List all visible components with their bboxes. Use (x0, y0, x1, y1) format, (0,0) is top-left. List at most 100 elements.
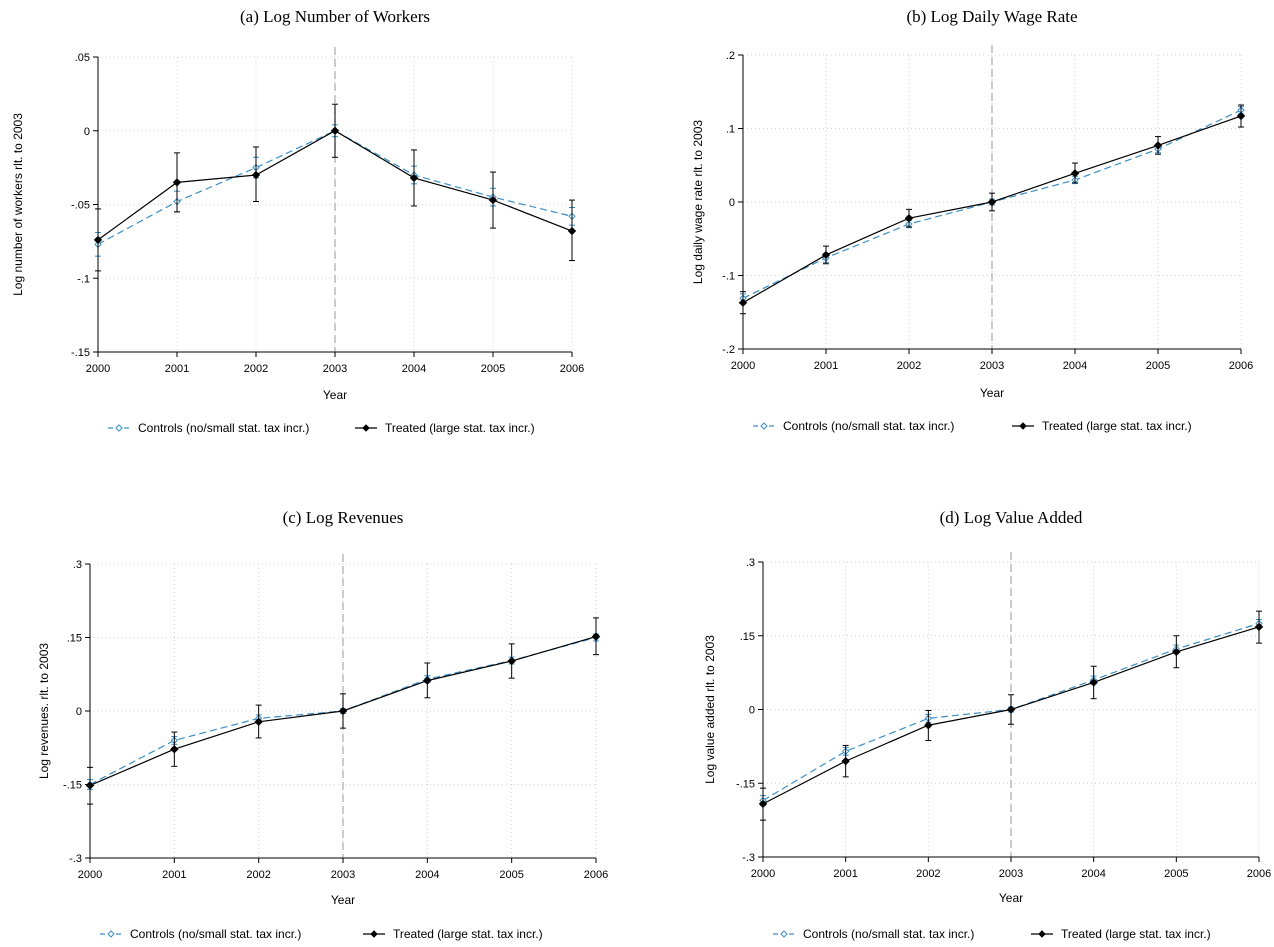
y-tick-label: .3 (73, 559, 82, 571)
x-tick-label: 2005 (1164, 868, 1188, 880)
x-tick-label: 2005 (499, 869, 523, 881)
y-tick-label: -.15 (71, 347, 90, 359)
legend-label: Controls (no/small stat. tax incr.) (138, 421, 309, 435)
series-treated (93, 103, 577, 272)
legend-label: Controls (no/small stat. tax incr.) (130, 927, 301, 941)
data-point (172, 178, 182, 187)
y-tick-label: .1 (726, 124, 735, 136)
legend-swatch-marker (362, 424, 370, 432)
x-tick-label: 2000 (86, 363, 110, 375)
data-point (1153, 141, 1163, 150)
y-axis-label: Log revenues. rlt. to 2003 (37, 643, 51, 779)
y-tick-label: -.1 (722, 271, 735, 283)
x-axis-label: Year (980, 386, 1004, 400)
y-tick-label: .2 (726, 50, 735, 62)
data-point (409, 173, 419, 183)
x-tick-label: 2006 (560, 363, 584, 375)
legend-swatch-marker (1038, 930, 1046, 938)
x-tick-label: 2003 (323, 363, 347, 375)
x-tick-label: 2006 (1229, 360, 1253, 372)
data-point (423, 676, 432, 685)
y-tick-label: -.15 (736, 778, 755, 790)
x-tick-label: 2003 (999, 868, 1023, 880)
x-tick-label: 2002 (916, 868, 940, 880)
data-point (567, 226, 577, 236)
data-point (488, 195, 498, 205)
chart-title: (d) Log Value Added (940, 508, 1083, 527)
data-point (85, 781, 95, 790)
legend-swatch-marker (107, 930, 115, 938)
y-tick-label: 0 (749, 705, 755, 717)
legend-label: Treated (large stat. tax incr.) (1061, 927, 1211, 941)
x-tick-label: 2001 (814, 360, 838, 372)
legend-label: Treated (large stat. tax incr.) (385, 421, 535, 435)
y-tick-label: -.15 (63, 780, 82, 792)
x-tick-label: 2006 (584, 869, 608, 881)
x-axis-label: Year (999, 891, 1023, 905)
data-point (93, 235, 103, 245)
panel-a-workers: (a) Log Number of Workers .05 0 -.05 -.1 -.15… (11, 7, 584, 435)
data-point (987, 197, 997, 207)
data-point (251, 170, 261, 180)
x-tick-label: 2002 (897, 360, 921, 372)
data-point (170, 745, 179, 754)
chart-title: (c) Log Revenues (283, 508, 404, 527)
data-point (1172, 647, 1181, 657)
legend: Controls (no/small stat. tax incr.) Treat… (753, 419, 1192, 433)
x-tick-label: 2002 (244, 363, 268, 375)
y-tick-label: .15 (67, 633, 82, 645)
legend: Controls (no/small stat. tax incr.) Treat… (773, 927, 1211, 941)
legend-label: Treated (large stat. tax incr.) (1042, 419, 1192, 433)
data-point (758, 799, 768, 809)
data-point (254, 717, 263, 726)
legend-swatch-marker (780, 930, 788, 938)
series-treated (758, 610, 1264, 821)
panel-b-wage-rate: (b) Log Daily Wage Rate .2 .1 0 -.1 -.2 2000 20… (691, 7, 1253, 433)
y-tick-label: .15 (740, 631, 755, 643)
x-tick-label: 2003 (331, 869, 355, 881)
x-tick-label: 2000 (78, 869, 102, 881)
y-tick-label: -.05 (71, 200, 90, 212)
y-tick-label: 0 (84, 126, 90, 138)
x-tick-label: 2005 (1146, 360, 1170, 372)
data-point (338, 706, 348, 716)
data-point (507, 656, 516, 666)
x-tick-label: 2002 (246, 869, 270, 881)
data-point (1254, 622, 1264, 632)
data-point (821, 250, 831, 260)
data-point (1236, 111, 1246, 121)
legend-swatch-marker (370, 930, 378, 938)
data-point (738, 298, 748, 307)
x-tick-label: 2004 (1063, 360, 1087, 372)
legend-swatch-marker (760, 422, 768, 430)
y-tick-label: -.3 (742, 852, 755, 864)
legend-swatch-marker (115, 424, 123, 432)
y-axis-label: Log daily wage rate rlt. to 2003 (691, 120, 705, 284)
data-point (1006, 705, 1016, 714)
panel-c-revenues: (c) Log Revenues .3 .15 0 -.15 -.3 2000 2001 200… (37, 508, 608, 941)
x-tick-label: 2003 (980, 360, 1004, 372)
x-tick-label: 2001 (162, 869, 186, 881)
y-tick-label: -.1 (77, 273, 90, 285)
y-tick-label: 0 (76, 706, 82, 718)
y-tick-label: .05 (75, 52, 90, 64)
legend: Controls (no/small stat. tax incr.) Treat… (108, 421, 535, 435)
y-tick-label: .3 (746, 557, 755, 569)
x-tick-label: 2006 (1247, 868, 1271, 880)
y-axis-label: Log number of workers rlt. to 2003 (11, 113, 25, 296)
data-point (591, 632, 601, 641)
x-axis-label: Year (331, 893, 355, 907)
panel-d-value-added: (d) Log Value Added .3 .15 0 -.15 -.3 2000 2001… (703, 508, 1271, 941)
legend-label: Controls (no/small stat. tax incr.) (803, 927, 974, 941)
data-point (904, 213, 914, 223)
series-treated (85, 617, 601, 805)
y-tick-label: 0 (729, 197, 735, 209)
chart-title: (b) Log Daily Wage Rate (906, 7, 1077, 26)
legend: Controls (no/small stat. tax incr.) Treat… (100, 927, 543, 941)
x-tick-label: 2001 (165, 363, 189, 375)
chart-title: (a) Log Number of Workers (240, 7, 430, 26)
legend-label: Treated (large stat. tax incr.) (393, 927, 543, 941)
x-tick-label: 2000 (751, 868, 775, 880)
y-tick-label: -.3 (69, 853, 82, 865)
y-axis-label: Log value added rlt. to 2003 (703, 635, 717, 784)
